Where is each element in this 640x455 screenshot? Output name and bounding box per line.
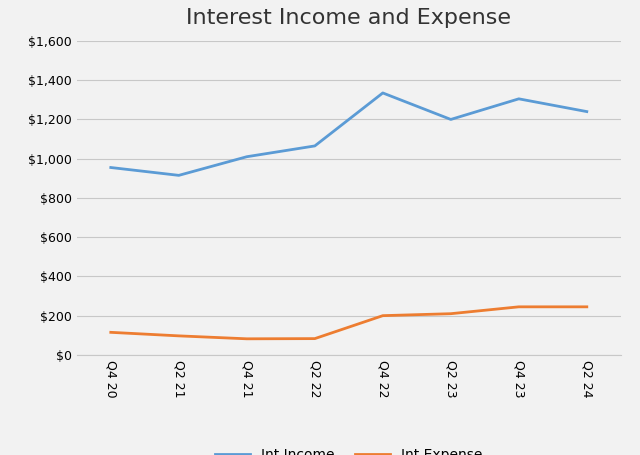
Int Income — [243, 154, 251, 159]
Int Income — [311, 143, 319, 149]
Int Expense — [379, 313, 387, 318]
Int Income — [447, 116, 454, 122]
Line: Int Expense: Int Expense — [111, 307, 587, 339]
Line: Int Income: Int Income — [111, 93, 587, 175]
Int Expense — [583, 304, 591, 309]
Int Income — [379, 90, 387, 96]
Int Income — [175, 172, 182, 178]
Int Income — [515, 96, 523, 101]
Int Expense — [311, 336, 319, 341]
Int Expense — [175, 333, 182, 339]
Int Expense — [243, 336, 251, 342]
Int Expense — [515, 304, 523, 309]
Title: Interest Income and Expense: Interest Income and Expense — [186, 8, 511, 28]
Int Income — [107, 165, 115, 170]
Legend: Int Income, Int Expense: Int Income, Int Expense — [209, 442, 488, 455]
Int Expense — [107, 329, 115, 335]
Int Income — [583, 109, 591, 114]
Int Expense — [447, 311, 454, 316]
